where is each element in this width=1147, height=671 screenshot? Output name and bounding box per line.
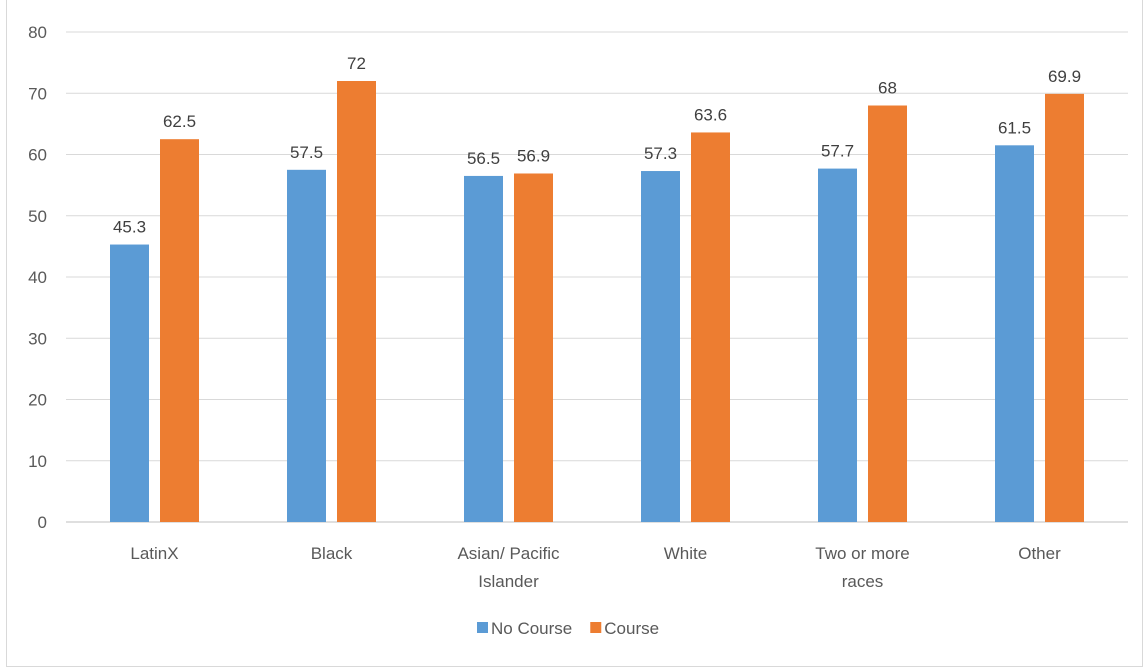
legend-swatch: [590, 622, 602, 633]
x-category-label: Other: [1018, 544, 1061, 563]
bar-no-course: [818, 168, 857, 522]
y-axis-tick-labels: 0 10 20 30 40 50 60 70 80: [28, 23, 47, 532]
x-axis-category-labels: LatinX Black Asian/ Pacific Islander White Tw…: [130, 544, 1061, 591]
bar-no-course: [641, 171, 680, 522]
x-category-label: Asian/ Pacific Islander: [457, 544, 560, 591]
data-label: 68: [878, 79, 897, 98]
x-category-label: Black: [311, 544, 353, 563]
bar-no-course: [995, 145, 1034, 522]
bar-course: [514, 173, 553, 523]
bar-course: [160, 139, 199, 522]
legend-label: Course: [604, 619, 659, 638]
data-labels: 45.3 62.5 57.5 72 56.5 56.9 57.3 63.6 57.7 68 61.5…: [113, 54, 1081, 237]
y-tick-label: 50: [28, 207, 47, 226]
bar-course: [868, 105, 907, 522]
data-label: 45.3: [113, 218, 146, 237]
x-category-label: White: [664, 544, 707, 563]
bar-no-course: [110, 244, 149, 522]
bar-course: [691, 132, 730, 522]
legend-swatch: [477, 622, 488, 633]
bar-no-course: [287, 169, 326, 522]
data-label: 62.5: [163, 112, 196, 131]
bar-course: [337, 81, 376, 522]
bar-course: [1045, 93, 1084, 523]
data-label: 69.9: [1048, 67, 1081, 86]
x-category-label: LatinX: [130, 544, 178, 563]
bar-no-course: [464, 175, 503, 522]
data-label: 56.9: [517, 146, 550, 165]
x-category-label: Two or more races: [815, 544, 909, 591]
gridlines: [66, 31, 1128, 523]
bars: [110, 81, 1084, 523]
y-tick-label: 10: [28, 452, 47, 471]
y-tick-label: 20: [28, 391, 47, 410]
y-tick-label: 40: [28, 268, 47, 287]
data-label: 57.5: [290, 143, 323, 162]
legend-label: No Course: [491, 619, 572, 638]
y-tick-label: 80: [28, 23, 47, 42]
data-label: 61.5: [998, 118, 1031, 137]
data-label: 57.3: [644, 144, 677, 163]
legend: No Course Course: [477, 619, 659, 638]
data-label: 63.6: [694, 105, 727, 124]
y-tick-label: 60: [28, 146, 47, 165]
data-label: 72: [347, 54, 366, 73]
data-label: 56.5: [467, 149, 500, 168]
data-label: 57.7: [821, 142, 854, 161]
y-tick-label: 30: [28, 329, 47, 348]
y-tick-label: 0: [38, 513, 47, 532]
y-tick-label: 70: [28, 84, 47, 103]
